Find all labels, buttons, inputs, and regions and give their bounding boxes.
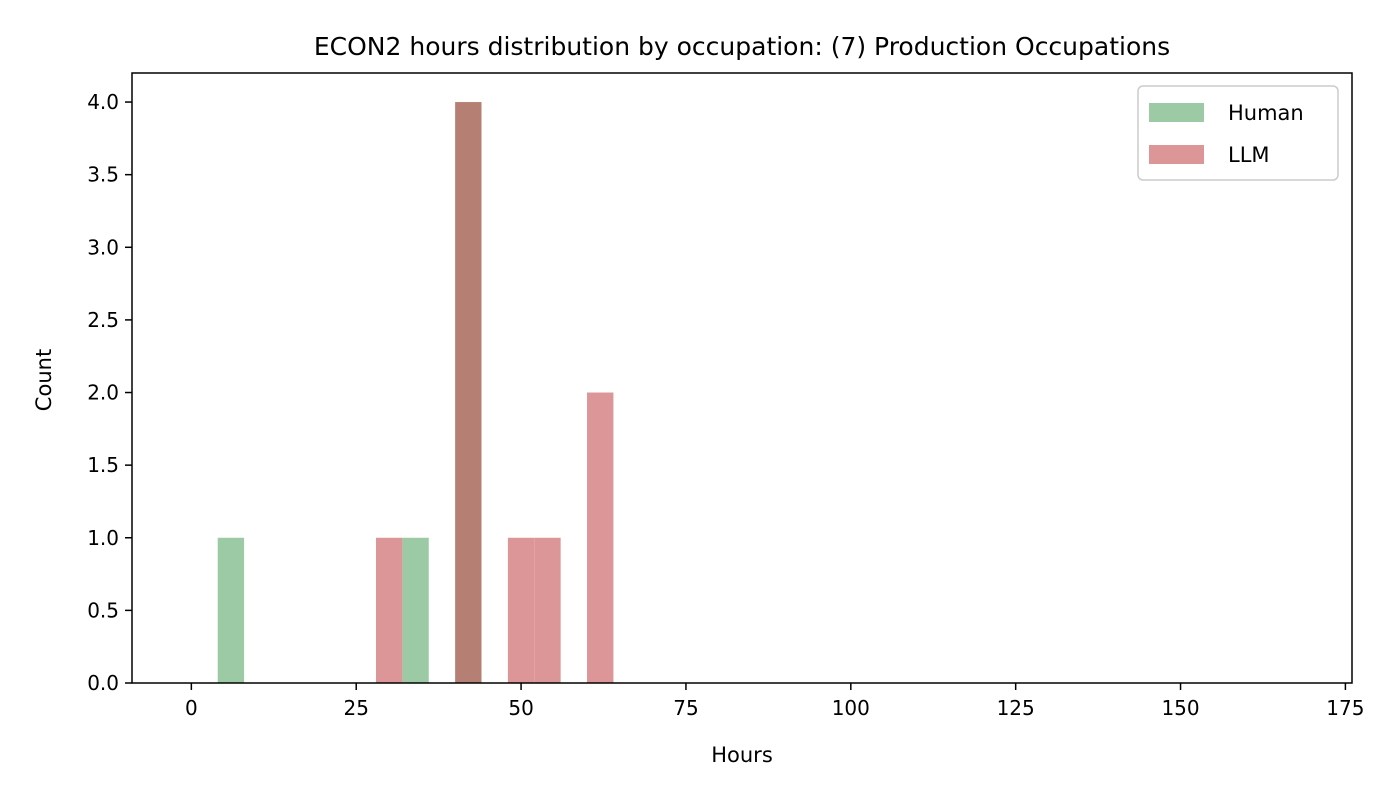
y-tick-label: 4.0 bbox=[87, 90, 119, 114]
y-tick-label: 2.0 bbox=[87, 381, 119, 405]
x-tick-label: 0 bbox=[185, 696, 198, 720]
y-tick-label: 0.0 bbox=[87, 671, 119, 695]
y-tick-label: 0.5 bbox=[87, 598, 119, 622]
x-tick-label: 175 bbox=[1326, 696, 1364, 720]
x-tick-label: 150 bbox=[1161, 696, 1199, 720]
x-tick-label: 75 bbox=[673, 696, 698, 720]
bars-layer bbox=[217, 102, 614, 684]
histogram-bar-llm bbox=[587, 392, 614, 683]
histogram-bar-llm bbox=[534, 537, 561, 683]
plot-frame bbox=[131, 72, 1353, 684]
y-axis: 0.0 0.5 1.0 1.5 2.0 2.5 3.0 3.5 4.0 bbox=[87, 90, 132, 695]
x-axis-label: Hours bbox=[711, 743, 773, 767]
x-tick-label: 100 bbox=[832, 696, 870, 720]
legend-label-llm: LLM bbox=[1228, 143, 1270, 167]
legend: Human LLM bbox=[1137, 85, 1339, 181]
legend-swatch-human bbox=[1149, 103, 1204, 122]
y-tick-label: 1.0 bbox=[87, 526, 119, 550]
histogram-bar-llm bbox=[376, 537, 403, 683]
histogram-bar-overlap bbox=[455, 102, 482, 684]
histogram-bar-human bbox=[402, 537, 429, 683]
chart-title: ECON2 hours distribution by occupation: … bbox=[314, 32, 1170, 61]
y-tick-label: 2.5 bbox=[87, 308, 119, 332]
histogram-bar-llm bbox=[507, 537, 535, 683]
x-tick-label: 125 bbox=[997, 696, 1035, 720]
x-tick-label: 50 bbox=[508, 696, 533, 720]
legend-label-human: Human bbox=[1228, 101, 1304, 125]
histogram-bar-human bbox=[217, 537, 245, 683]
y-tick-label: 3.5 bbox=[87, 163, 119, 187]
y-tick-label: 1.5 bbox=[87, 453, 119, 477]
y-tick-label: 3.0 bbox=[87, 235, 119, 259]
x-axis: 0 25 50 75 100 125 150 175 bbox=[185, 683, 1364, 720]
y-axis-label: Count bbox=[32, 349, 56, 411]
x-tick-label: 25 bbox=[343, 696, 368, 720]
legend-swatch-llm bbox=[1149, 145, 1204, 164]
